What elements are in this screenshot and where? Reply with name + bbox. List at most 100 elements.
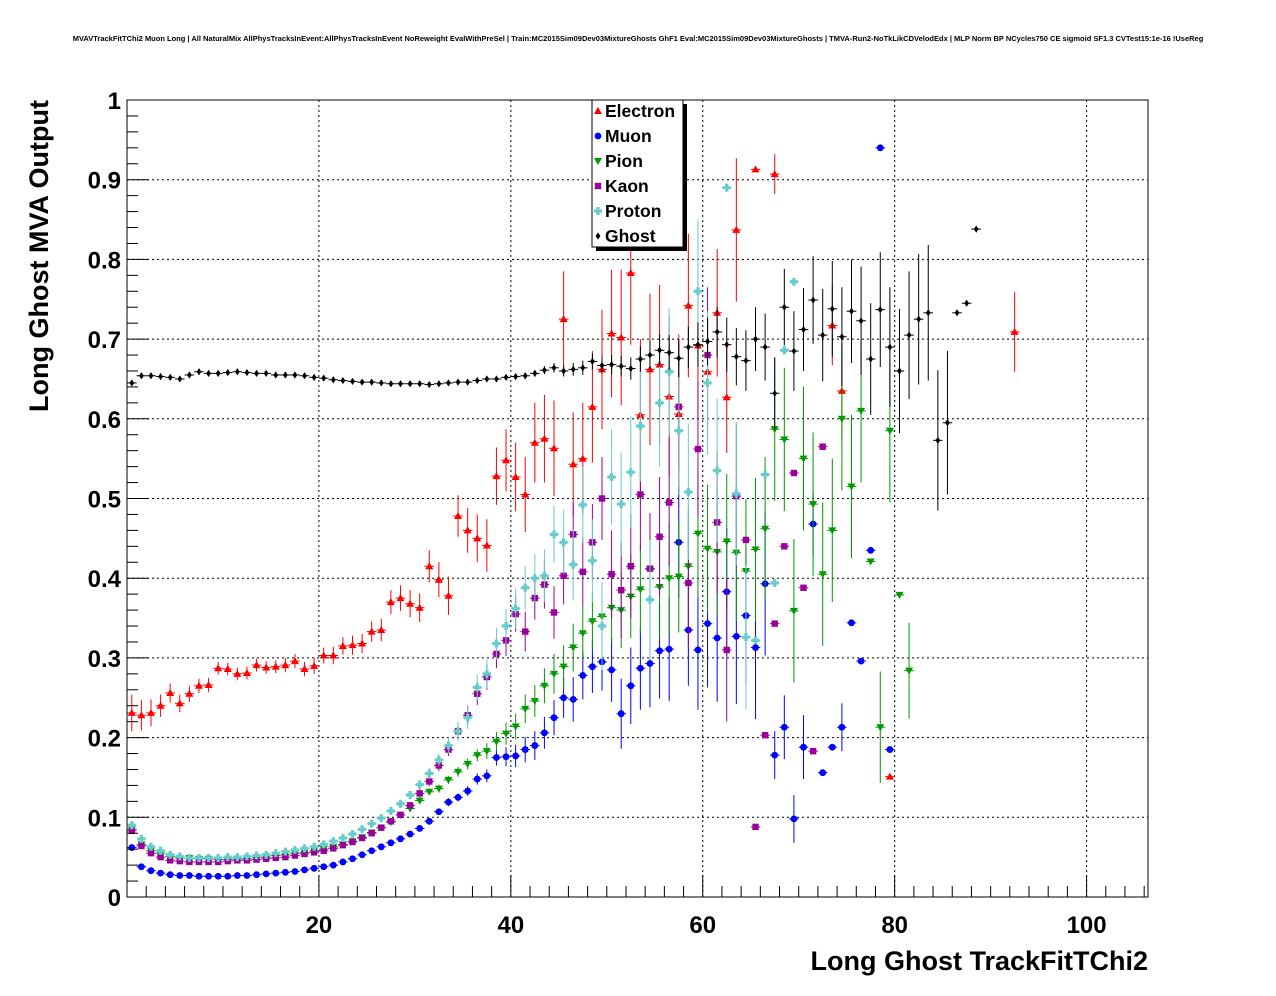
proton-point <box>175 852 184 861</box>
proton-point <box>223 853 232 862</box>
kaon-point <box>694 445 702 453</box>
ghost-point <box>321 374 327 382</box>
ghost-point <box>580 364 586 372</box>
ghost-point <box>897 367 902 375</box>
pion-point <box>569 644 578 652</box>
ghost-point <box>167 373 173 381</box>
ghost-point <box>791 347 797 355</box>
proton-point <box>310 842 319 851</box>
x-tick-label: 40 <box>497 912 524 939</box>
pion-point <box>876 724 885 732</box>
muon-point <box>176 872 184 879</box>
kaon-point <box>368 830 375 837</box>
electron-point <box>386 598 395 606</box>
muon-point <box>493 754 500 761</box>
electron-point <box>684 301 693 309</box>
proton-point <box>588 556 597 565</box>
electron-point <box>156 701 165 709</box>
ghost-point <box>685 343 691 351</box>
muon-point <box>358 851 366 859</box>
electron-point <box>463 526 472 534</box>
proton-point <box>655 398 664 407</box>
kaon-point <box>310 849 318 856</box>
ghost-point <box>570 365 576 373</box>
proton-point <box>300 844 309 853</box>
muon-point <box>128 844 136 851</box>
kaon-point <box>637 491 644 498</box>
axis-ticks: 0 0.1 0.2 0.3 0.4 0.5 0.6 0.7 0.8 0.9 1 20 40 60 80 100 <box>88 88 1145 939</box>
electron-point <box>185 689 194 697</box>
muon-point <box>665 645 673 653</box>
kaon-point <box>809 747 817 755</box>
legend-marker-pion <box>594 158 602 165</box>
electron-point <box>415 603 424 611</box>
legend-marker-ghost <box>595 232 601 240</box>
electron-point <box>319 651 328 659</box>
pion-point <box>674 573 683 581</box>
pion-point <box>434 785 443 793</box>
electron-point <box>223 665 232 673</box>
proton-point <box>252 851 261 860</box>
proton-point <box>319 840 328 849</box>
electron-point <box>367 627 376 635</box>
ghost-point <box>455 378 461 386</box>
muon-point <box>224 872 232 880</box>
ghost-point <box>292 371 298 379</box>
muon-point <box>425 817 433 825</box>
ghost-point <box>801 325 806 334</box>
ghost-point <box>436 380 442 388</box>
kaon-point <box>426 778 433 785</box>
pion-point <box>636 586 645 594</box>
muon-point <box>406 830 414 838</box>
proton-point <box>214 853 223 862</box>
ghost-point <box>666 349 672 357</box>
muon-point <box>704 620 711 628</box>
pion-point <box>473 752 482 760</box>
y-tick-label: 1 <box>108 88 121 115</box>
kaon-point <box>406 802 414 809</box>
kaon-point <box>627 563 634 570</box>
ghost-point <box>254 369 259 377</box>
y-tick-label: 0.1 <box>88 805 121 832</box>
muon-point <box>848 619 855 627</box>
electron-point <box>550 444 559 452</box>
electron-point <box>588 402 597 410</box>
muon-point <box>569 695 577 703</box>
ghost-point <box>388 380 394 388</box>
legend-label-ghost: Ghost <box>605 226 656 246</box>
y-tick-label: 0.5 <box>88 487 121 514</box>
muon-point <box>588 663 596 671</box>
kaon-point <box>617 586 625 594</box>
muon-point <box>205 872 212 880</box>
electron-point <box>511 472 520 480</box>
electron-point <box>166 688 175 696</box>
proton-point <box>713 466 722 475</box>
electron-point <box>406 599 415 607</box>
proton-point <box>559 538 568 547</box>
legend-box <box>591 99 684 248</box>
y-tick-label: 0.7 <box>88 327 121 354</box>
kaon-point <box>781 543 788 550</box>
y-tick-label: 0.6 <box>88 407 121 434</box>
electron-point <box>137 711 146 719</box>
kaon-point <box>176 857 183 865</box>
ghost-point <box>561 367 567 375</box>
kaon-point <box>397 811 404 819</box>
muon-point <box>195 872 203 880</box>
electron-point <box>617 333 626 341</box>
proton-point <box>425 769 434 778</box>
pion-point <box>809 501 818 509</box>
ghost-point <box>628 364 634 373</box>
electron-point <box>454 512 463 520</box>
proton-point <box>338 834 347 843</box>
electron-point <box>569 460 578 468</box>
kaon-point <box>579 568 587 576</box>
electron-point <box>770 170 779 178</box>
plot-title: MVAVTrackFitTChi2 Muon Long | All Natura… <box>72 34 1204 43</box>
proton-point <box>684 488 693 497</box>
pion-point <box>530 697 539 705</box>
proton-point <box>377 814 386 823</box>
ghost-point <box>273 371 279 379</box>
kaon-point <box>771 620 778 627</box>
